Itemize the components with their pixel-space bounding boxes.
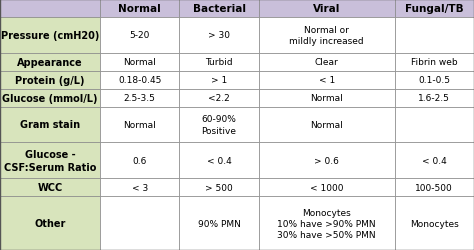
Bar bbox=[394, 143, 474, 178]
Text: < 0.4: < 0.4 bbox=[422, 156, 447, 165]
Text: Normal: Normal bbox=[123, 120, 156, 130]
Bar bbox=[394, 72, 474, 89]
Bar bbox=[100, 89, 179, 107]
Bar bbox=[259, 178, 394, 196]
Text: Fibrin web: Fibrin web bbox=[411, 58, 457, 67]
Text: Viral: Viral bbox=[313, 4, 340, 14]
Text: 0.6: 0.6 bbox=[132, 156, 147, 165]
Bar bbox=[100, 0, 179, 18]
Bar bbox=[179, 178, 259, 196]
Text: Glucose (mmol/L): Glucose (mmol/L) bbox=[2, 93, 98, 103]
Bar bbox=[100, 143, 179, 178]
Text: 5-20: 5-20 bbox=[129, 31, 150, 40]
Bar bbox=[259, 196, 394, 250]
Bar bbox=[394, 18, 474, 54]
Bar bbox=[0, 54, 100, 72]
Bar bbox=[259, 143, 394, 178]
Text: 60-90%
Positive: 60-90% Positive bbox=[201, 115, 237, 135]
Bar bbox=[0, 107, 100, 143]
Bar bbox=[100, 72, 179, 89]
Text: Clear: Clear bbox=[315, 58, 338, 67]
Text: Normal: Normal bbox=[118, 4, 161, 14]
Bar bbox=[0, 0, 100, 18]
Bar bbox=[179, 143, 259, 178]
Bar bbox=[0, 72, 100, 89]
Bar bbox=[179, 54, 259, 72]
Text: Turbid: Turbid bbox=[205, 58, 233, 67]
Text: 2.5-3.5: 2.5-3.5 bbox=[124, 94, 155, 103]
Bar bbox=[259, 72, 394, 89]
Bar bbox=[100, 196, 179, 250]
Bar bbox=[179, 18, 259, 54]
Bar bbox=[394, 89, 474, 107]
Bar bbox=[394, 54, 474, 72]
Bar bbox=[0, 143, 100, 178]
Bar bbox=[0, 18, 100, 54]
Text: > 0.6: > 0.6 bbox=[314, 156, 339, 165]
Text: Protein (g/L): Protein (g/L) bbox=[15, 76, 85, 85]
Text: < 1000: < 1000 bbox=[310, 183, 344, 192]
Text: Fungal/TB: Fungal/TB bbox=[405, 4, 464, 14]
Bar bbox=[394, 0, 474, 18]
Bar bbox=[100, 107, 179, 143]
Text: WCC: WCC bbox=[37, 182, 63, 192]
Bar bbox=[259, 107, 394, 143]
Bar bbox=[179, 0, 259, 18]
Text: Appearance: Appearance bbox=[17, 58, 83, 68]
Bar bbox=[394, 107, 474, 143]
Text: < 3: < 3 bbox=[131, 183, 148, 192]
Text: > 30: > 30 bbox=[208, 31, 230, 40]
Bar bbox=[179, 72, 259, 89]
Bar bbox=[0, 178, 100, 196]
Text: Normal: Normal bbox=[310, 94, 343, 103]
Bar bbox=[259, 54, 394, 72]
Bar bbox=[0, 89, 100, 107]
Text: 1.6-2.5: 1.6-2.5 bbox=[419, 94, 450, 103]
Bar bbox=[100, 54, 179, 72]
Text: > 1: > 1 bbox=[211, 76, 227, 85]
Text: Glucose -
CSF:Serum Ratio: Glucose - CSF:Serum Ratio bbox=[4, 150, 96, 172]
Text: < 0.4: < 0.4 bbox=[207, 156, 231, 165]
Text: Gram stain: Gram stain bbox=[20, 120, 80, 130]
Text: 0.18-0.45: 0.18-0.45 bbox=[118, 76, 161, 85]
Text: < 1: < 1 bbox=[319, 76, 335, 85]
Bar bbox=[179, 89, 259, 107]
Text: Monocytes
10% have >90% PMN
30% have >50% PMN: Monocytes 10% have >90% PMN 30% have >50… bbox=[277, 208, 376, 239]
Bar bbox=[0, 196, 100, 250]
Bar bbox=[259, 18, 394, 54]
Text: > 500: > 500 bbox=[205, 183, 233, 192]
Text: <2.2: <2.2 bbox=[208, 94, 230, 103]
Text: Normal or
mildly increased: Normal or mildly increased bbox=[289, 26, 364, 46]
Text: Monocytes: Monocytes bbox=[410, 219, 459, 228]
Text: Normal: Normal bbox=[123, 58, 156, 67]
Text: 90% PMN: 90% PMN bbox=[198, 219, 240, 228]
Text: Bacterial: Bacterial bbox=[192, 4, 246, 14]
Bar bbox=[179, 196, 259, 250]
Text: 100-500: 100-500 bbox=[415, 183, 453, 192]
Bar bbox=[259, 0, 394, 18]
Bar bbox=[100, 18, 179, 54]
Bar bbox=[259, 89, 394, 107]
Bar bbox=[179, 107, 259, 143]
Text: 0.1-0.5: 0.1-0.5 bbox=[418, 76, 450, 85]
Bar bbox=[394, 178, 474, 196]
Text: Other: Other bbox=[34, 218, 66, 228]
Bar bbox=[394, 196, 474, 250]
Text: Pressure (cmH20): Pressure (cmH20) bbox=[1, 31, 99, 41]
Bar bbox=[100, 178, 179, 196]
Text: Normal: Normal bbox=[310, 120, 343, 130]
